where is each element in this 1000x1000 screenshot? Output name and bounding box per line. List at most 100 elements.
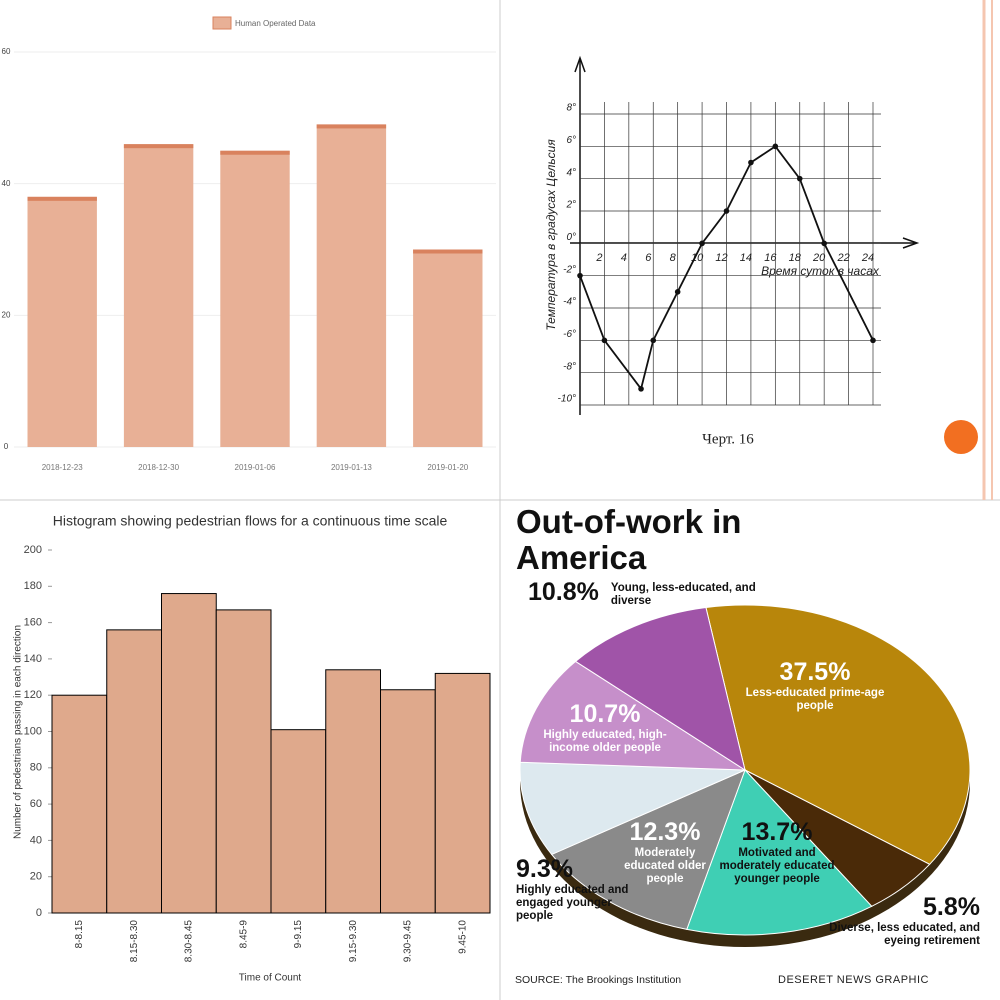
point — [638, 386, 644, 392]
pie-value-label: 9.3% — [516, 855, 573, 883]
pie-label: 13.7% Motivated and moderately educated y… — [718, 818, 836, 886]
bar — [161, 593, 217, 914]
legend-swatch — [212, 16, 232, 30]
y-axis-label: Number of pedestrians passing in each di… — [13, 625, 24, 839]
bar-cap — [413, 249, 483, 254]
x-tick-label: 16 — [764, 252, 777, 264]
bar-cap — [123, 144, 194, 149]
y-tick-label: 20 — [2, 310, 11, 319]
x-tick-label: 8-8.15 — [74, 920, 85, 949]
pie-category-label: Moderately educated older people — [624, 847, 706, 885]
x-tick-label: 6 — [645, 252, 652, 264]
pie-slice — [519, 660, 747, 771]
x-tick-label: 24 — [861, 252, 874, 264]
point — [577, 272, 583, 279]
x-tick-label: 9.45-10 — [457, 920, 468, 954]
pie-value-label: 37.5% — [779, 658, 851, 686]
x-tick-label: 2019-01-06 — [235, 463, 276, 472]
bar — [123, 144, 194, 447]
x-tick-label: 8.15-8.30 — [129, 920, 140, 963]
x-tick-label: 2018-12-30 — [138, 463, 179, 472]
bar — [434, 672, 491, 914]
y-tick-label: 200 — [24, 544, 42, 556]
pie-value-label: 10.8% — [528, 578, 599, 606]
line — [579, 145, 874, 391]
bar — [51, 694, 108, 914]
pie-value-label: 5.8% — [923, 893, 980, 921]
pie-category-label: Diverse, less educated, and eyeing retir… — [829, 922, 980, 947]
pie-value-label: 13.7% — [741, 818, 813, 846]
chart-title: Out-of-work in America — [516, 503, 742, 576]
axis-arrow — [574, 55, 586, 73]
x-tick-label: 9-9.15 — [293, 920, 304, 949]
bar — [270, 729, 327, 914]
credit-note: DESERET NEWS GRAPHIC — [778, 974, 929, 986]
pie-label: 5.8% Diverse, less educated, and eyeing r… — [815, 893, 980, 948]
decor-dot — [944, 420, 978, 454]
y-tick-label: 0 — [36, 907, 42, 919]
pie-category-label: Less-educated prime-age people — [745, 687, 885, 712]
x-axis-label: Time of Count — [239, 973, 302, 984]
pie-category-label: Highly educated and engaged younger peop… — [516, 884, 629, 922]
pie-category-label: Highly educated, high-income older peopl… — [543, 729, 667, 754]
pie-label: 37.5% Less-educated prime-age people — [745, 658, 885, 713]
x-tick-label: 8.30-8.45 — [184, 920, 195, 963]
x-axis-label: Время суток в часах — [761, 264, 880, 278]
y-tick-label: 4° — [566, 167, 576, 178]
caption: Черт. 16 — [702, 431, 754, 447]
x-tick-label: 2019-01-13 — [331, 463, 372, 472]
x-tick-label: 2018-12-23 — [42, 463, 83, 472]
point — [723, 208, 730, 214]
bar — [413, 249, 483, 447]
y-tick-label: 40 — [2, 179, 11, 188]
pie-slice — [519, 761, 746, 856]
bar — [325, 669, 381, 914]
y-tick-label: -2° — [563, 264, 576, 275]
point — [748, 159, 754, 166]
y-tick-label: 100 — [24, 725, 42, 737]
x-tick-label: 4 — [621, 252, 627, 264]
bar-cap — [316, 124, 387, 129]
bar — [316, 124, 387, 448]
pie-label: 12.3% Moderately educated older people — [615, 818, 715, 886]
x-tick-label: 22 — [836, 252, 849, 264]
y-tick-label: 60 — [2, 47, 11, 56]
x-tick-label: 8 — [670, 252, 677, 264]
y-axis-label: Температура в градусах Цельсия — [544, 139, 558, 331]
bar — [215, 609, 272, 914]
y-tick-label: 8° — [566, 103, 576, 114]
pie-category-label: Young, less-educated, and diverse — [610, 582, 756, 607]
y-tick-label: -10° — [558, 394, 576, 405]
pie-category-label: Motivated and moderately educated younge… — [719, 847, 835, 885]
bar — [220, 150, 290, 447]
x-tick-label: 2019-01-20 — [427, 463, 468, 472]
x-tick-label: 2 — [595, 252, 602, 264]
y-tick-label: 2° — [565, 200, 576, 211]
y-tick-label: 40 — [30, 834, 42, 846]
bar-cap — [27, 196, 97, 201]
x-tick-label: 12 — [715, 252, 727, 264]
bar — [27, 196, 97, 447]
pie-label: 10.8% Young, less-educated, and diverse — [528, 578, 798, 608]
y-tick-label: 140 — [24, 653, 42, 665]
axis-arrow — [902, 237, 920, 249]
x-tick-label: 8.45-9 — [238, 920, 249, 949]
y-tick-label: 160 — [24, 617, 42, 629]
bar — [106, 629, 162, 914]
pie-value-label: 10.7% — [569, 700, 641, 728]
point — [601, 337, 608, 344]
y-tick-label: 80 — [30, 762, 42, 774]
y-tick-label: -4° — [563, 297, 576, 308]
x-tick-label: 14 — [740, 252, 752, 264]
point — [699, 240, 705, 247]
bar — [380, 689, 436, 914]
bar-cap — [220, 150, 290, 155]
y-tick-label: -6° — [563, 329, 576, 340]
pie-slice — [574, 606, 746, 772]
point — [870, 337, 876, 344]
source-note: SOURCE: The Brookings Institution — [515, 974, 682, 986]
x-tick-label: 9.30-9.45 — [403, 920, 414, 963]
y-tick-label: 120 — [24, 689, 42, 701]
y-tick-label: 60 — [30, 798, 42, 810]
